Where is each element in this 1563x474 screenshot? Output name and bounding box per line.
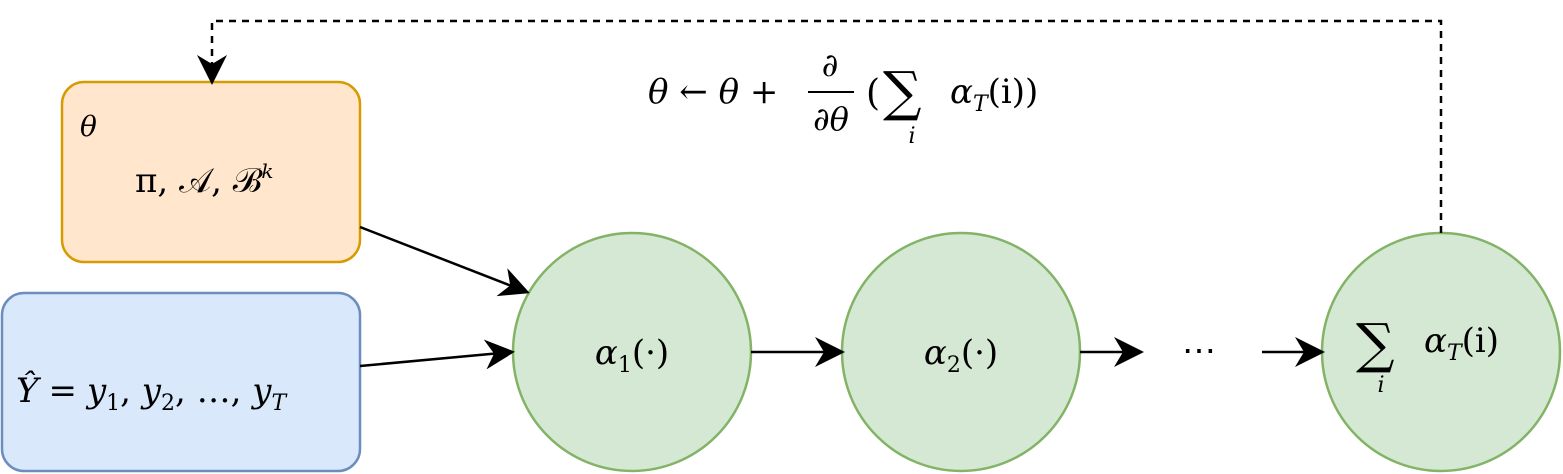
seq-y2: y [140, 371, 162, 411]
update-rule-lhs: θ ← θ + [648, 72, 778, 112]
y-hat: Ŷ [16, 370, 42, 411]
observation-box-rect [0, 291, 362, 473]
equals-sign: = [48, 371, 77, 411]
update-rule-open-paren: ( [866, 73, 880, 114]
alphaT-sum-index: i [1377, 373, 1384, 398]
alphaT-term: αT(i) [1424, 321, 1499, 366]
update-rule: θ ← θ + ∂ ∂θ ( ∑ i αT(i)) [648, 46, 1038, 149]
theta-params: π, 𝒜, ℬk [135, 159, 273, 201]
theta-params-sup: k [261, 159, 273, 183]
ellipsis-dots: ⋯ [1182, 331, 1216, 371]
alphaT-node: ∑ i αT(i) [1320, 231, 1562, 473]
alpha2-arg: (·) [961, 333, 998, 373]
alpha1-node: α1(·) [511, 231, 753, 473]
theta-box: θ π, 𝒜, ℬk [60, 80, 362, 264]
update-rule-sum-index: i [908, 124, 915, 149]
alpha1-label: α1(·) [595, 333, 669, 378]
update-rule-term: αT(i)) [950, 72, 1038, 117]
alpha2-sub: 2 [947, 353, 961, 378]
update-rule-alpha-sub: T [973, 92, 990, 117]
alphaT-base: α [1424, 321, 1447, 361]
alpha1-base: α [595, 333, 618, 373]
observation-sequence: Ŷ = y1, y2, …, yT [16, 370, 288, 416]
comma-2: , [175, 371, 197, 411]
alphaT-sub: T [1447, 341, 1464, 366]
seq-ellipsis: … [197, 371, 231, 411]
alpha1-arg: (·) [632, 333, 669, 373]
feedback-dashed-arrow [197, 19, 1443, 233]
seq-y1: y [85, 371, 107, 411]
seq-yT: y [250, 371, 272, 411]
update-rule-frac-num: ∂ [822, 46, 839, 84]
arrow-theta-to-alpha1 [359, 225, 530, 297]
update-rule-arg: (i)) [988, 72, 1039, 112]
seq-y2-sub: 2 [161, 391, 175, 416]
observation-box: Ŷ = y1, y2, …, yT [0, 291, 362, 473]
arrow-obs-to-alpha1 [359, 339, 515, 370]
seq-yT-sub: T [271, 391, 288, 416]
comma-3: , [231, 371, 253, 411]
alphaT-arg: (i) [1462, 321, 1499, 361]
alpha1-sub: 1 [618, 353, 632, 378]
theta-params-main: π, 𝒜, ℬ [135, 161, 263, 201]
update-rule-sum-sign: ∑ [883, 60, 922, 123]
alpha2-label: α2(·) [924, 333, 998, 378]
theta-label: θ [80, 110, 97, 143]
comma-1: , [120, 371, 142, 411]
update-rule-alpha: α [950, 72, 973, 112]
update-rule-frac-den: ∂θ [813, 100, 849, 138]
seq-y1-sub: 1 [106, 391, 120, 416]
alphaT-sum-sign: ∑ [1356, 312, 1395, 375]
alpha2-base: α [924, 333, 947, 373]
alpha2-node: α2(·) [840, 231, 1082, 473]
